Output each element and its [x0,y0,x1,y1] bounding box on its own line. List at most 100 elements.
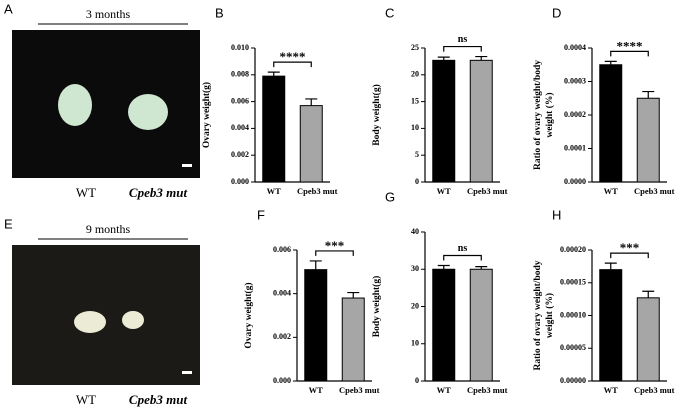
error-bar [604,262,617,270]
x-tick-label: Cpeb3 mut [467,186,508,196]
photo [12,30,200,178]
y-tick-label: 30 [411,264,419,273]
y-tick-label: 0.00005 [560,343,586,352]
x-tick-label: WT [604,385,619,395]
y-tick-label: 0.00000 [560,376,586,385]
panel-letter: F [257,207,265,222]
y-axis-label: Ovary weight(g) [201,82,212,148]
photo-title: 9 months [86,222,131,236]
photo-label: Cpeb3 mut [129,392,188,407]
panel-letter: A [4,1,13,16]
x-tick-label: Cpeb3 mut [634,186,675,196]
panel-letter: H [552,207,561,222]
y-tick-label: 0.002 [273,332,291,341]
significance-bracket [443,254,482,261]
y-tick-label: 0.008 [231,70,249,79]
y-axis-label: Ovary weight(g) [243,282,254,348]
y-tick-label: 40 [411,227,419,236]
y-tick-label: 0.004 [273,288,291,297]
y-tick-label: 0.0004 [564,43,586,52]
error-bar [305,98,318,106]
error-bar [309,260,322,270]
significance-label: *** [325,238,345,253]
x-tick-label: WT [604,186,619,196]
bar [432,268,456,382]
significance-label: **** [280,49,306,64]
ovary [58,84,92,126]
significance-bracket [443,45,482,52]
error-bar [475,55,488,61]
significance-label: *** [620,240,640,255]
x-tick-label: WT [267,186,282,196]
error-bar [642,90,655,99]
panel-letter: E [4,216,13,231]
ovary [128,94,168,130]
error-bar [437,56,450,61]
y-tick-label: 0.0002 [564,110,586,119]
y-tick-label: 25 [411,43,419,52]
bar [341,297,365,382]
ovary [74,311,106,333]
error-bar [267,71,280,77]
bar [299,105,323,183]
significance-label: ns [458,34,468,45]
y-tick-label: 0.002 [231,150,249,159]
error-bar [604,60,617,65]
y-axis-label: weight (%) [544,293,555,338]
y-tick-label: 0.000 [231,177,249,186]
x-tick-label: WT [309,385,324,395]
bar [599,64,623,183]
scale-bar [182,371,192,374]
panel-letter: C [385,5,394,20]
bar [469,59,493,183]
panel-letter: B [215,5,224,20]
y-tick-label: 10 [411,123,419,132]
bar [599,269,623,382]
x-tick-label: Cpeb3 mut [467,385,508,395]
y-tick-label: 0.00020 [560,245,586,254]
y-axis-label: weight (%) [544,92,555,137]
scale-bar [182,164,192,167]
y-tick-label: 0.0000 [564,177,586,186]
photo-label: WT [76,185,96,200]
photo-label: Cpeb3 mut [129,185,188,200]
bar [262,75,286,183]
significance-label: ns [458,243,468,254]
y-tick-label: 15 [411,96,419,105]
y-tick-label: 0.006 [231,96,249,105]
y-tick-label: 0 [415,177,419,186]
error-bar [642,290,655,298]
y-axis-label: Body weight(g) [371,276,382,338]
panel-letter: G [385,189,395,204]
significance-bracket [610,50,649,57]
y-tick-label: 0.006 [273,245,291,254]
y-axis-label: Ratio of ovary weight/body [533,60,543,170]
y-tick-label: 0.0003 [564,76,586,85]
significance-bracket [315,250,354,256]
bar [469,268,493,382]
panel-letter: D [552,5,561,20]
x-tick-label: WT [437,186,452,196]
significance-bracket [273,61,312,68]
x-tick-label: Cpeb3 mut [339,385,380,395]
y-tick-label: 0.0001 [564,143,586,152]
photo [12,245,200,385]
bar [636,97,660,183]
bar [432,59,456,183]
y-tick-label: 20 [411,70,419,79]
y-tick-label: 0.000 [273,376,291,385]
bar [304,269,328,382]
y-tick-label: 5 [415,150,419,159]
y-tick-label: 0.00015 [560,278,586,287]
y-tick-label: 0.010 [231,43,249,52]
significance-bracket [610,252,649,259]
photo-title: 3 months [86,7,131,21]
x-tick-label: WT [437,385,452,395]
error-bar [475,266,488,270]
y-axis-label: Body weight(g) [371,84,382,146]
y-tick-label: 0.00010 [560,310,586,319]
bar [636,297,660,382]
y-tick-label: 0.004 [231,123,249,132]
y-tick-label: 20 [411,301,419,310]
